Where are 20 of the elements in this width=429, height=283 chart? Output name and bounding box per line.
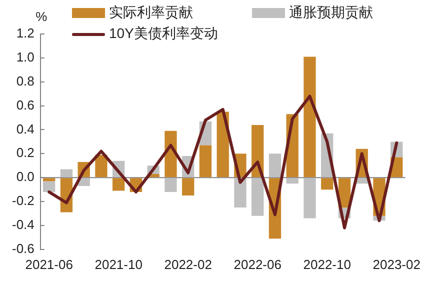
y-tick-label: 0.6 <box>16 97 34 112</box>
y-axis-title: % <box>36 9 48 24</box>
x-tick-label: 2021-10 <box>94 256 142 272</box>
x-tick-label: 2022-06 <box>234 256 282 272</box>
y-tick-label: -0.2 <box>12 193 34 208</box>
legend-label: 通胀预期贡献 <box>289 4 373 22</box>
x-tick-label: 2022-10 <box>303 256 351 272</box>
x-tick-label: 2023-02 <box>372 256 420 272</box>
y-tick-label: 1.2 <box>16 26 34 41</box>
x-tick-label: 2021-06 <box>25 256 73 272</box>
y-tick-label: 0.8 <box>16 73 34 88</box>
y-tick-label: 0.2 <box>16 145 34 160</box>
y-tick-label: -0.4 <box>12 217 34 232</box>
legend-label: 实际利率贡献 <box>109 4 193 22</box>
legend-label: 10Y美债利率变动 <box>109 25 218 43</box>
y-tick-label: 0.4 <box>16 121 34 136</box>
y-tick-label: -0.6 <box>12 240 34 256</box>
y-tick-label: 1.0 <box>16 50 34 65</box>
y-tick-label: 0.0 <box>16 169 34 184</box>
x-tick-label: 2022-02 <box>164 256 212 272</box>
